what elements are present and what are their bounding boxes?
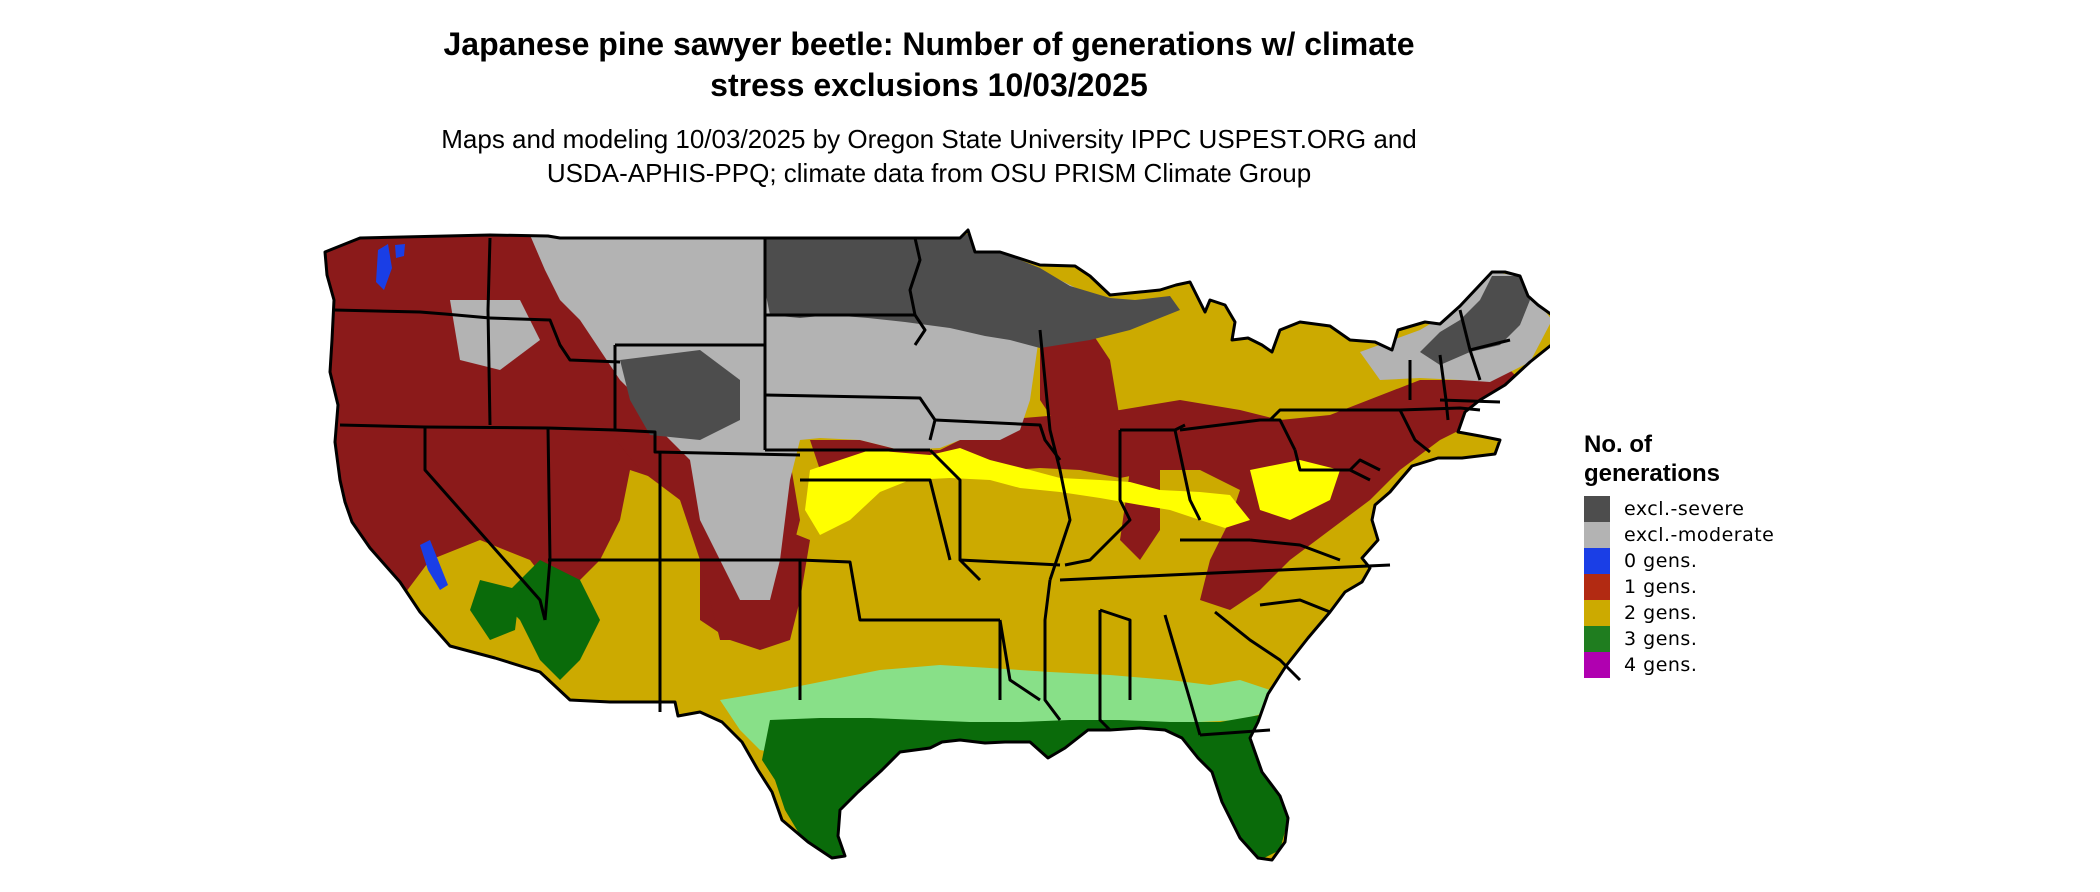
- legend-label: 0 gens.: [1624, 550, 1698, 572]
- legend-item-0-gens: 0 gens.: [1584, 548, 1774, 574]
- legend-swatch: [1584, 652, 1610, 678]
- legend-swatch: [1584, 548, 1610, 574]
- legend-label: excl.-moderate: [1624, 524, 1775, 546]
- legend-label: 2 gens.: [1624, 602, 1698, 624]
- legend-item-excl-severe: excl.-severe: [1584, 496, 1774, 522]
- legend-title-line-1: No. of: [1584, 431, 1652, 458]
- legend-title-line-2: generations: [1584, 460, 1721, 487]
- legend-item-2-gens: 2 gens.: [1584, 600, 1774, 626]
- map-legend: No. of generations excl.-severe excl.-mo…: [1584, 430, 1774, 678]
- legend-swatch: [1584, 626, 1610, 652]
- map-subtitle-line-1: Maps and modeling 10/03/2025 by Oregon S…: [441, 124, 1417, 154]
- map-subtitle: Maps and modeling 10/03/2025 by Oregon S…: [0, 122, 1858, 190]
- us-generations-map: [323, 228, 1550, 862]
- legend-items: excl.-severe excl.-moderate 0 gens. 1 ge…: [1584, 496, 1774, 678]
- legend-item-4-gens: 4 gens.: [1584, 652, 1774, 678]
- legend-swatch: [1584, 574, 1610, 600]
- legend-item-1-gens: 1 gens.: [1584, 574, 1774, 600]
- map-subtitle-line-2: USDA-APHIS-PPQ; climate data from OSU PR…: [546, 158, 1312, 188]
- legend-label: 1 gens.: [1624, 576, 1698, 598]
- map-title: Japanese pine sawyer beetle: Number of g…: [0, 24, 1858, 106]
- legend-swatch: [1584, 496, 1610, 522]
- map-title-line-2: stress exclusions 10/03/2025: [710, 67, 1148, 103]
- legend-label: 3 gens.: [1624, 628, 1698, 650]
- legend-swatch: [1584, 522, 1610, 548]
- legend-label: excl.-severe: [1624, 498, 1745, 520]
- legend-item-excl-moderate: excl.-moderate: [1584, 522, 1774, 548]
- legend-item-3-gens: 3 gens.: [1584, 626, 1774, 652]
- state-borders: [323, 228, 1550, 862]
- legend-swatch: [1584, 600, 1610, 626]
- legend-label: 4 gens.: [1624, 654, 1698, 676]
- map-title-line-1: Japanese pine sawyer beetle: Number of g…: [443, 26, 1415, 62]
- legend-title: No. of generations: [1584, 430, 1774, 488]
